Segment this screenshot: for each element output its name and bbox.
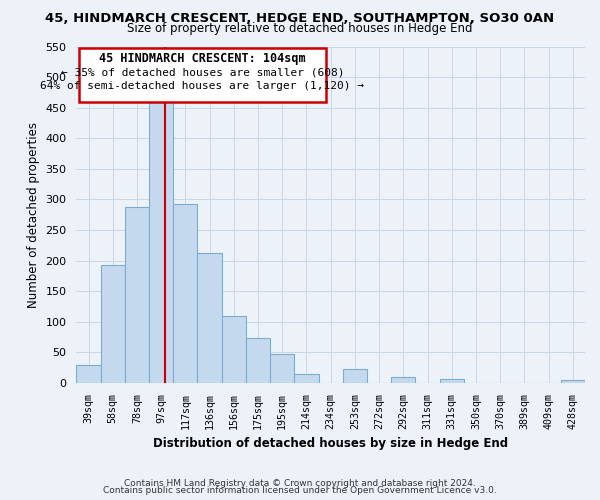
Bar: [440, 380, 464, 383]
Bar: [173, 204, 197, 383]
Text: ← 35% of detached houses are smaller (608): ← 35% of detached houses are smaller (60…: [61, 67, 344, 77]
Bar: [246, 338, 270, 383]
X-axis label: Distribution of detached houses by size in Hedge End: Distribution of detached houses by size …: [153, 437, 508, 450]
Text: 64% of semi-detached houses are larger (1,120) →: 64% of semi-detached houses are larger (…: [40, 82, 364, 92]
Bar: [270, 354, 295, 383]
Bar: [295, 374, 319, 383]
Text: 45, HINDMARCH CRESCENT, HEDGE END, SOUTHAMPTON, SO30 0AN: 45, HINDMARCH CRESCENT, HEDGE END, SOUTH…: [46, 12, 554, 26]
FancyBboxPatch shape: [79, 48, 326, 102]
Text: Size of property relative to detached houses in Hedge End: Size of property relative to detached ho…: [127, 22, 473, 35]
Bar: [197, 254, 222, 383]
Bar: [125, 208, 149, 383]
Bar: [222, 316, 246, 383]
Bar: [149, 102, 173, 383]
Bar: [561, 380, 585, 383]
Y-axis label: Number of detached properties: Number of detached properties: [27, 122, 40, 308]
Bar: [76, 364, 101, 383]
Text: Contains HM Land Registry data © Crown copyright and database right 2024.: Contains HM Land Registry data © Crown c…: [124, 478, 476, 488]
Bar: [343, 370, 367, 383]
Text: 45 HINDMARCH CRESCENT: 104sqm: 45 HINDMARCH CRESCENT: 104sqm: [99, 52, 305, 65]
Text: Contains public sector information licensed under the Open Government Licence v3: Contains public sector information licen…: [103, 486, 497, 495]
Bar: [391, 378, 415, 383]
Bar: [101, 266, 125, 383]
